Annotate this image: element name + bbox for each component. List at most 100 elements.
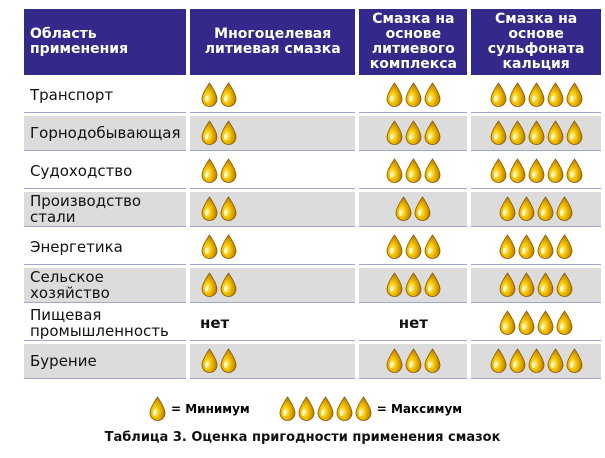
row-label-cell: Судоходство [24, 154, 186, 189]
drop [386, 120, 403, 145]
table-body: Транспорт Горнодобывающая Судоходство Произ… [24, 78, 601, 379]
drop [220, 196, 237, 221]
table-row: Горнодобывающая [24, 116, 601, 151]
drop [509, 348, 526, 373]
rating-cell [190, 344, 356, 379]
rating-cell [471, 230, 601, 265]
drop [386, 82, 403, 107]
drop [490, 158, 507, 183]
drop [424, 234, 441, 259]
row-label: Пищевая промышленность [30, 306, 169, 340]
row-label-cell: Транспорт [24, 78, 186, 113]
drop-rating [201, 272, 237, 297]
drop [395, 196, 412, 221]
drop-rating [149, 396, 166, 421]
drop [220, 234, 237, 259]
table-row: Сельское хозяйство [24, 268, 601, 303]
drop [201, 196, 218, 221]
drop [509, 120, 526, 145]
table-row: Производство стали [24, 192, 601, 227]
drop [556, 234, 573, 259]
drop [201, 158, 218, 183]
drop [547, 158, 564, 183]
drop [499, 310, 516, 335]
row-label: Судоходство [30, 162, 133, 180]
drop [556, 272, 573, 297]
rating-cell [471, 192, 601, 227]
column-header: Смазка на основе литиевого комплекса [359, 9, 468, 75]
rating-cell [359, 230, 468, 265]
rating-cell [359, 116, 468, 151]
drop [201, 272, 218, 297]
drop-rating [395, 196, 431, 221]
drop [499, 272, 516, 297]
table-row: Судоходство [24, 154, 601, 189]
rating-cell [190, 154, 356, 189]
rating-cell [471, 344, 601, 379]
drop [386, 158, 403, 183]
rating-cell [190, 192, 356, 227]
drop-rating [201, 158, 237, 183]
drop [405, 348, 422, 373]
rating-cell [359, 268, 468, 303]
drop [509, 158, 526, 183]
row-label-cell: Бурение [24, 344, 186, 379]
drop [405, 272, 422, 297]
rating-cell [471, 78, 601, 113]
rating-cell [359, 192, 468, 227]
drop [405, 234, 422, 259]
no-rating: нет [398, 314, 428, 332]
drop [386, 348, 403, 373]
drop [499, 234, 516, 259]
rating-cell [359, 344, 468, 379]
header-row: Область применения Многоцелевая литиевая … [24, 9, 601, 75]
drop-rating [201, 196, 237, 221]
rating-cell [190, 116, 356, 151]
column-header: Многоцелевая литиевая смазка [190, 9, 356, 75]
drop [386, 234, 403, 259]
row-label: Производство стали [30, 192, 142, 226]
drop [386, 272, 403, 297]
drop-rating [499, 234, 573, 259]
drop-rating [386, 120, 441, 145]
column-header: Область применения [24, 9, 186, 75]
no-rating: нет [200, 314, 230, 332]
drop-rating [386, 234, 441, 259]
drop-rating [201, 348, 237, 373]
drop [149, 396, 166, 421]
drop [566, 348, 583, 373]
rating-cell [190, 268, 356, 303]
rating-cell: нет [190, 306, 356, 341]
legend-item: = Минимум [148, 396, 250, 422]
table-row: Бурение [24, 344, 601, 379]
drop [424, 158, 441, 183]
drop [220, 82, 237, 107]
drop [518, 272, 535, 297]
table-row: Транспорт [24, 78, 601, 113]
rating-cell: нет [359, 306, 468, 341]
drop [556, 310, 573, 335]
drop [201, 234, 218, 259]
rating-cell [471, 116, 601, 151]
drop [201, 348, 218, 373]
drop [279, 396, 296, 421]
drop [490, 120, 507, 145]
row-label: Горнодобывающая [30, 124, 181, 142]
drop [566, 120, 583, 145]
drop-rating [201, 120, 237, 145]
drop-rating [490, 120, 583, 145]
drop [528, 158, 545, 183]
drop [537, 272, 554, 297]
row-label-cell: Энергетика [24, 230, 186, 265]
row-label: Энергетика [30, 238, 123, 256]
rating-cell [190, 230, 356, 265]
drop [336, 396, 353, 421]
rating-cell [471, 154, 601, 189]
legend-item: = Максимум [278, 396, 462, 422]
drop [566, 158, 583, 183]
drop [424, 272, 441, 297]
drop [405, 158, 422, 183]
drop-rating [386, 348, 441, 373]
drop [556, 196, 573, 221]
